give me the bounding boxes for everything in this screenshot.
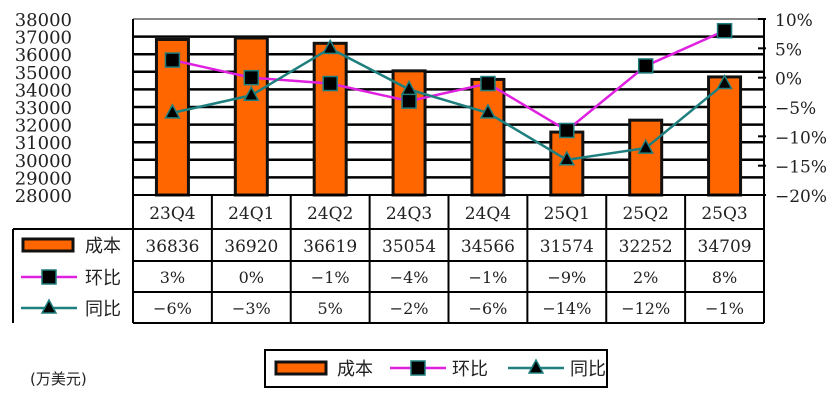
- cost-cell: 34566: [461, 237, 515, 257]
- category-label: 25Q3: [701, 204, 747, 224]
- right-tick-label: −15%: [775, 158, 827, 178]
- cost-cell: 36836: [145, 237, 199, 257]
- right-tick-label: 5%: [775, 40, 802, 60]
- qoq-cell: −1%: [311, 268, 350, 287]
- bar-24Q2: [312, 41, 348, 197]
- marker-环比-24Q1: [243, 69, 260, 86]
- marker-同比-25Q2: [637, 138, 654, 154]
- marker-环比-25Q2: [637, 58, 654, 74]
- qoq-row-key-marker: [41, 269, 57, 285]
- legend-cost-key: [274, 360, 328, 376]
- yoy-cell: −6%: [153, 299, 192, 318]
- category-label: 25Q1: [544, 204, 590, 224]
- line-环比: [172, 29, 726, 132]
- marker-环比-23Q4: [164, 52, 181, 68]
- category-label: 24Q1: [228, 204, 274, 224]
- left-tick-label: 28000: [15, 186, 72, 207]
- qoq-cell: 0%: [239, 268, 264, 287]
- marker-同比-24Q2: [321, 38, 339, 55]
- yoy-cell: −3%: [232, 299, 271, 318]
- marker-同比-24Q4: [479, 103, 497, 119]
- legend-label-yoy: 同比: [570, 359, 606, 380]
- right-tick-label: −10%: [775, 128, 827, 148]
- right-tick-label: −20%: [775, 187, 827, 207]
- left-tick-label: 30000: [15, 151, 72, 172]
- yoy-cell: −12%: [621, 299, 670, 318]
- left-tick-label: 32000: [15, 116, 72, 137]
- left-tick-label: 36000: [15, 45, 72, 66]
- yoy-row-label: 同比: [85, 299, 121, 320]
- left-tick-label: 38000: [15, 10, 72, 31]
- left-tick-label: 35000: [15, 63, 72, 84]
- bar-25Q2: [628, 118, 664, 197]
- bar-24Q1: [233, 36, 269, 197]
- left-tick-label: 37000: [15, 28, 72, 49]
- marker-环比-25Q1: [559, 122, 575, 139]
- legend-qoq-key-marker: [410, 360, 426, 376]
- category-label: 25Q2: [622, 204, 668, 224]
- qoq-cell: −1%: [469, 268, 508, 287]
- cost-cell: 36619: [303, 237, 357, 257]
- marker-环比-24Q4: [480, 75, 496, 92]
- qoq-cell: 2%: [633, 268, 658, 287]
- cost-cell: 34709: [698, 237, 752, 257]
- marker-同比-25Q3: [716, 73, 733, 90]
- yoy-cell: 5%: [317, 299, 342, 318]
- marker-同比-23Q4: [164, 103, 181, 119]
- right-tick-label: −5%: [775, 99, 816, 119]
- marker-环比-24Q2: [322, 75, 338, 92]
- qoq-cell: −9%: [547, 268, 586, 287]
- bar-24Q4: [470, 77, 506, 197]
- bar-25Q3: [707, 75, 743, 197]
- category-label: 24Q3: [386, 204, 432, 224]
- marker-同比-25Q1: [558, 150, 576, 166]
- left-tick-label: 29000: [15, 168, 72, 189]
- cost-cell: 32252: [619, 237, 673, 257]
- right-tick-label: 0%: [775, 70, 802, 90]
- legend-label-cost: 成本: [337, 359, 373, 380]
- legend-yoy-key-marker: [527, 358, 545, 374]
- qoq-cell: 3%: [160, 268, 185, 287]
- yoy-row-key-marker: [40, 298, 58, 314]
- left-tick-label: 31000: [15, 133, 72, 154]
- qoq-cell: 8%: [712, 268, 737, 287]
- right-tick-label: 10%: [775, 11, 813, 31]
- qoq-row-label: 环比: [85, 268, 121, 289]
- category-label: 24Q2: [307, 204, 353, 224]
- yoy-cell: −6%: [469, 299, 508, 318]
- marker-同比-24Q3: [400, 79, 418, 96]
- legend-label-qoq: 环比: [452, 359, 488, 380]
- unit-label: (万美元): [30, 370, 87, 388]
- marker-环比-24Q3: [401, 93, 417, 109]
- line-同比: [172, 46, 726, 162]
- yoy-cell: −14%: [542, 299, 591, 318]
- cost-row-label: 成本: [85, 236, 121, 257]
- cost-cell: 36920: [224, 237, 278, 257]
- yoy-cell: −1%: [705, 299, 744, 318]
- cost-cell: 35054: [382, 237, 436, 257]
- category-label: 24Q4: [465, 204, 511, 224]
- qoq-cell: −4%: [390, 268, 429, 287]
- left-tick-label: 34000: [15, 80, 72, 101]
- cost-cell: 31574: [540, 237, 594, 257]
- yoy-cell: −2%: [390, 299, 429, 318]
- category-label: 23Q4: [149, 204, 195, 224]
- marker-同比-24Q1: [243, 85, 260, 102]
- marker-环比-25Q3: [716, 22, 733, 39]
- cost-row-key: [21, 237, 75, 253]
- left-tick-label: 33000: [15, 98, 72, 119]
